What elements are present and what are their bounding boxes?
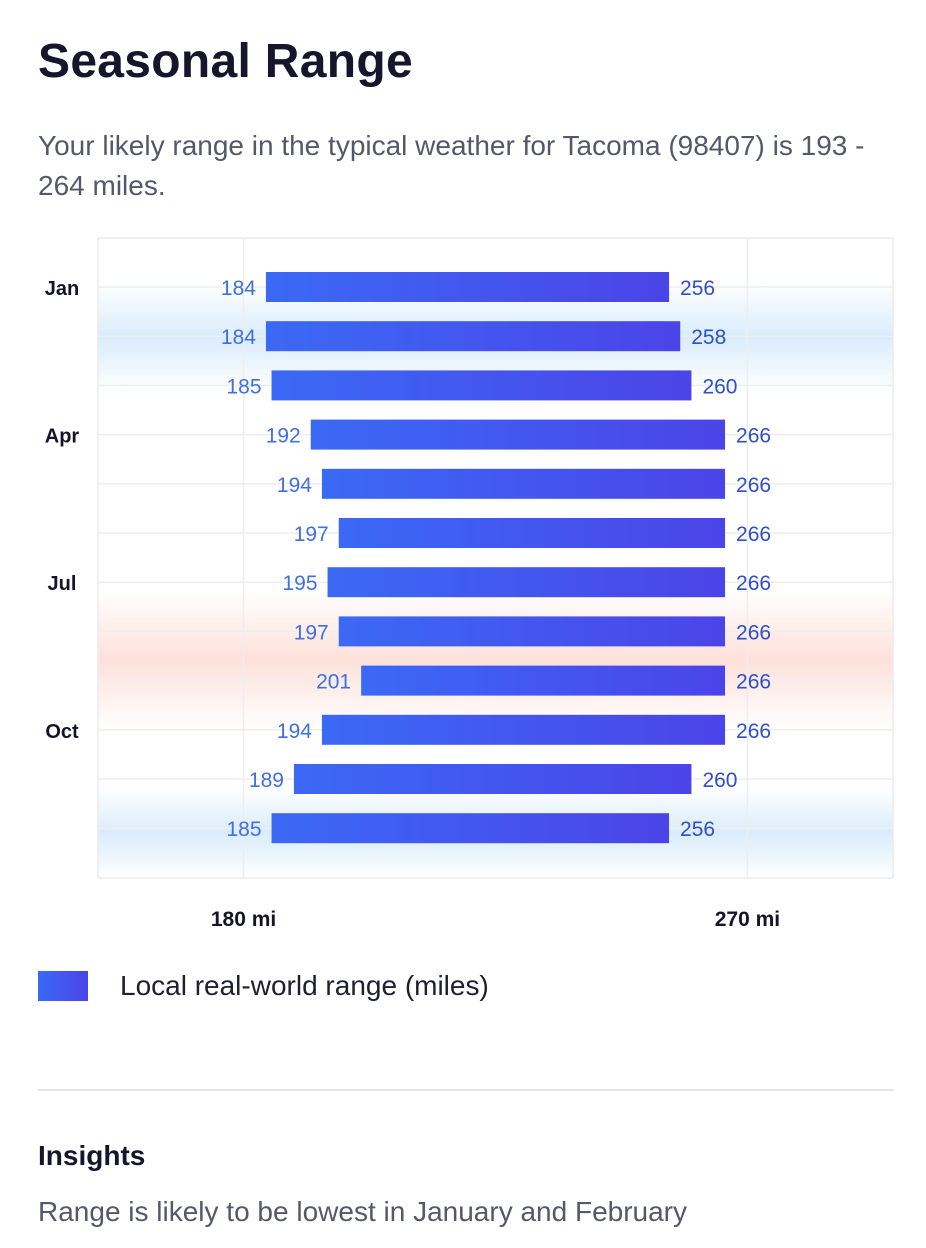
- low-value-label: 184: [221, 277, 256, 300]
- low-value-label: 192: [266, 425, 301, 448]
- low-value-label: 195: [282, 572, 317, 595]
- range-chart: 180 mi 270 mi 184 256 Jan 184 258 185 260 192 266 A…: [45, 237, 894, 931]
- range-bar-nov: [293, 764, 692, 794]
- range-bar-apr: [310, 419, 726, 450]
- high-value-label: 266: [736, 621, 771, 644]
- high-value-label: 266: [736, 425, 771, 448]
- high-value-label: 266: [736, 671, 771, 694]
- y-tick-label: Oct: [45, 721, 79, 743]
- x-tick-label: 270 mi: [715, 908, 780, 931]
- page-subtitle: Your likely range in the typical weather…: [38, 130, 865, 201]
- y-tick-label: Jan: [45, 278, 79, 300]
- high-value-label: 266: [736, 523, 771, 546]
- range-bar-may: [321, 468, 726, 499]
- low-value-label: 197: [294, 621, 329, 644]
- chart-legend: Local real-world range (miles): [38, 970, 489, 1002]
- high-value-label: 266: [736, 720, 771, 743]
- range-bar-jul: [327, 567, 726, 598]
- chart-marks: 180 mi 270 mi 184 256 Jan 184 258 185 260 192 266 A…: [45, 272, 780, 931]
- high-value-label: 256: [680, 818, 715, 841]
- high-value-label: 258: [691, 326, 726, 349]
- high-value-label: 256: [680, 277, 715, 300]
- range-bar-feb: [265, 321, 681, 352]
- range-bar-dec: [271, 813, 670, 844]
- low-value-label: 185: [227, 818, 262, 841]
- range-bar-aug: [338, 616, 726, 647]
- x-tick-label: 180 mi: [211, 908, 276, 931]
- legend-label: Local real-world range (miles): [120, 970, 489, 1001]
- low-value-label: 197: [294, 523, 329, 546]
- low-value-label: 194: [277, 474, 312, 497]
- warm-season-band: [98, 590, 893, 730]
- page-title: Seasonal Range: [38, 35, 414, 88]
- low-value-label: 185: [227, 375, 262, 398]
- range-bar-jan: [265, 272, 670, 302]
- legend-swatch: [38, 971, 88, 1001]
- plot-frame: [97, 237, 894, 879]
- range-bar-oct: [321, 714, 726, 745]
- high-value-label: 266: [736, 572, 771, 595]
- y-tick-label: Jul: [48, 573, 77, 595]
- range-bar-sep: [361, 665, 726, 696]
- range-bar-mar: [271, 370, 692, 401]
- low-value-label: 201: [316, 671, 351, 694]
- low-value-label: 189: [249, 769, 284, 792]
- insights-text: Range is likely to be lowest in January …: [38, 1196, 688, 1227]
- low-value-label: 194: [277, 720, 312, 743]
- y-tick-label: Apr: [45, 426, 80, 448]
- insights-title: Insights: [38, 1140, 146, 1171]
- range-bar-jun: [338, 518, 726, 548]
- high-value-label: 266: [736, 474, 771, 497]
- low-value-label: 184: [221, 326, 256, 349]
- section-divider: [38, 1089, 894, 1091]
- high-value-label: 260: [702, 769, 737, 792]
- high-value-label: 260: [702, 375, 737, 398]
